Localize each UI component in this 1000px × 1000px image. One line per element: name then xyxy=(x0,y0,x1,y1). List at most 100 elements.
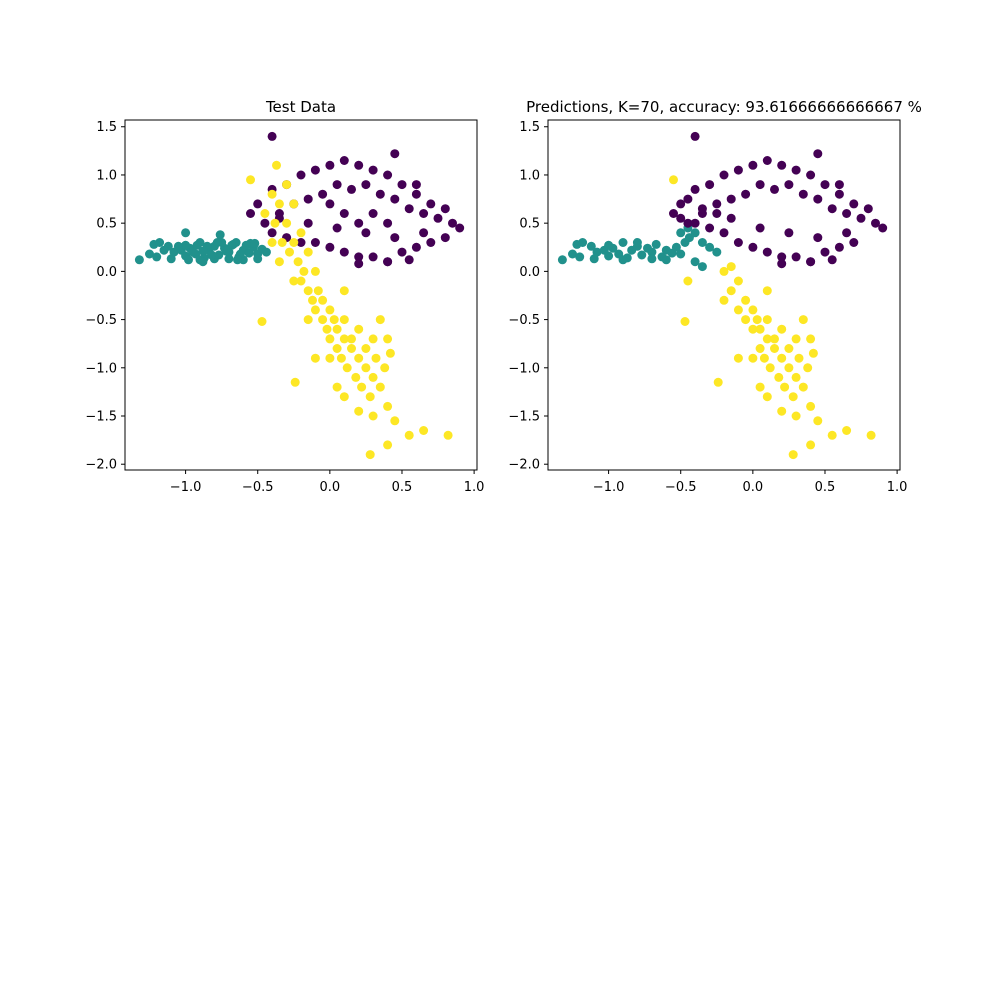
scatter-point xyxy=(267,131,277,141)
scatter-point xyxy=(310,165,320,175)
scatter-point xyxy=(791,252,801,262)
scatter-point xyxy=(690,131,700,141)
scatter-point xyxy=(755,223,765,233)
scatter-point xyxy=(351,372,361,382)
scatter-point xyxy=(159,245,169,255)
scatter-point xyxy=(661,255,671,265)
scatter-point xyxy=(777,353,787,363)
scatter-point xyxy=(368,411,378,421)
scatter-point xyxy=(419,228,429,238)
y-tick-label: −1.5 xyxy=(85,410,117,425)
scatter-point xyxy=(455,223,465,233)
scatter-point xyxy=(318,189,328,199)
scatter-point xyxy=(303,218,313,228)
scatter-point xyxy=(134,255,144,265)
scatter-point xyxy=(318,295,328,305)
scatter-point xyxy=(676,249,686,259)
x-tick-label: 1.0 xyxy=(887,480,908,495)
x-tick-label: −0.5 xyxy=(242,480,274,495)
scatter-point xyxy=(375,315,385,325)
scatter-point xyxy=(755,180,765,190)
scatter-point xyxy=(806,170,816,180)
scatter-point xyxy=(221,246,231,256)
scatter-point xyxy=(152,252,162,262)
scatter-point xyxy=(212,238,222,247)
scatter-point xyxy=(260,218,270,228)
scatter-point xyxy=(690,184,700,194)
scatter-point xyxy=(803,363,813,373)
scatter-point xyxy=(318,315,328,325)
scatter-point xyxy=(339,392,349,402)
series-cluster-yellow xyxy=(246,160,453,460)
scatter-point xyxy=(719,170,729,180)
scatter-point xyxy=(762,286,772,296)
scatter-point xyxy=(325,242,335,252)
scatter-point xyxy=(198,257,208,267)
scatter-point xyxy=(253,199,263,209)
scatter-point xyxy=(332,344,342,353)
y-tick-label: 1.5 xyxy=(96,120,117,135)
scatter-point xyxy=(813,194,823,204)
y-tick-label: 0.0 xyxy=(519,265,540,280)
scatter-point xyxy=(777,160,787,170)
scatter-point xyxy=(871,218,880,228)
scatter-point xyxy=(336,353,346,363)
scatter-point xyxy=(155,238,165,247)
y-tick-label: −1.0 xyxy=(85,361,117,376)
scatter-point xyxy=(325,334,335,344)
scatter-point xyxy=(575,252,585,262)
scatter-point xyxy=(361,228,371,238)
scatter-point xyxy=(383,170,393,180)
scatter-point xyxy=(354,160,364,170)
scatter-point xyxy=(770,184,779,194)
scatter-point xyxy=(784,180,794,190)
scatter-point xyxy=(339,315,349,325)
scatter-point xyxy=(293,257,303,267)
scatter-point xyxy=(227,240,237,250)
scatter-point xyxy=(791,165,801,175)
scatter-point xyxy=(339,156,349,165)
scatter-point xyxy=(310,238,320,247)
scatter-point xyxy=(762,156,772,165)
scatter-point xyxy=(762,334,772,344)
scatter-point xyxy=(383,257,393,267)
scatter-point xyxy=(250,238,260,248)
scatter-point xyxy=(813,416,823,426)
scatter-point xyxy=(777,406,787,416)
scatter-point xyxy=(849,199,859,209)
scatter-point xyxy=(770,334,779,344)
scatter-point xyxy=(181,228,191,238)
scatter-point xyxy=(705,180,715,190)
scatter-point xyxy=(784,344,794,353)
scatter-point xyxy=(669,175,678,185)
plot-frame xyxy=(547,119,901,471)
scatter-point xyxy=(697,204,707,214)
scatter-point xyxy=(332,382,342,392)
scatter-point xyxy=(267,189,277,199)
scatter-point xyxy=(354,259,364,269)
scatter-point xyxy=(361,344,371,353)
scatter-point xyxy=(680,317,690,326)
scatter-point xyxy=(354,218,364,228)
scatter-point xyxy=(426,199,436,209)
scatter-point xyxy=(257,317,267,326)
points-layer xyxy=(557,131,888,460)
scatter-point xyxy=(419,426,429,435)
scatter-point xyxy=(856,213,866,223)
scatter-point xyxy=(270,218,280,228)
scatter-point xyxy=(282,218,292,228)
scatter-point xyxy=(325,160,335,170)
scatter-point xyxy=(806,401,816,411)
scatter-point xyxy=(784,228,794,238)
scatter-point xyxy=(426,238,436,247)
scatter-point xyxy=(752,315,762,325)
scatter-point xyxy=(777,324,787,334)
scatter-point xyxy=(299,266,309,276)
series-cluster-yellow xyxy=(669,175,876,460)
scatter-point xyxy=(260,209,270,218)
y-tick-label: −2.0 xyxy=(508,458,540,473)
scatter-point xyxy=(383,401,393,411)
scatter-point xyxy=(671,242,681,252)
chart-title: Test Data xyxy=(265,98,336,116)
